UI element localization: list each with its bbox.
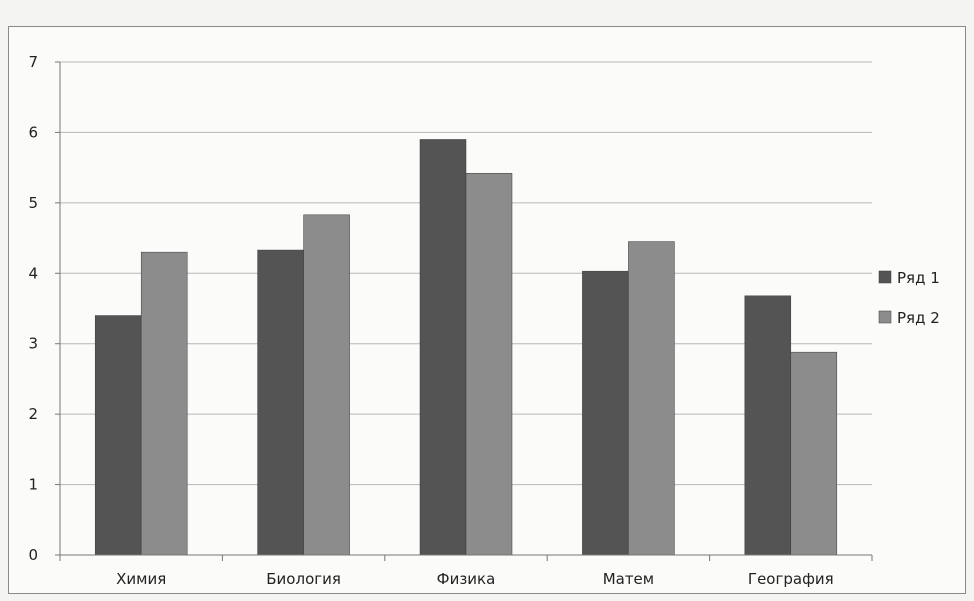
bar-1-1 [94,315,142,556]
y-tick-label: 4 [28,264,38,282]
y-tick-label: 0 [28,546,38,564]
bar-1-2 [257,249,304,556]
y-tick-label: 1 [28,476,38,494]
x-tick-label: Биология [266,570,341,588]
legend-label: Ряд 2 [897,309,940,327]
legend-swatch [878,270,892,284]
x-tick-label: Химия [116,570,166,588]
bar-2-4 [628,241,675,556]
bar-2-2 [303,214,350,556]
bar-1-3 [419,139,467,556]
bar-1-5 [744,295,792,556]
bars [94,139,838,556]
x-tick-label: Матем [603,570,654,588]
axes: 0 1 2 3 4 5 6 7 Химия Биология Физика Матем Географи… [28,53,873,588]
y-tick-label: 5 [28,194,38,212]
legend-swatch [878,310,892,324]
x-tick-label: География [748,570,834,588]
y-tick-label: 2 [28,405,38,423]
y-tick-label: 7 [28,53,38,71]
bar-1-4 [582,270,629,556]
legend: Ряд 1 Ряд 2 [878,269,940,327]
bar-2-5 [790,351,838,556]
x-tick-label: Физика [437,570,496,588]
y-tick-label: 6 [28,123,38,141]
legend-label: Ряд 1 [897,269,940,287]
bar-2-3 [465,173,513,556]
bar-2-1 [140,251,188,556]
y-tick-label: 3 [28,335,38,353]
